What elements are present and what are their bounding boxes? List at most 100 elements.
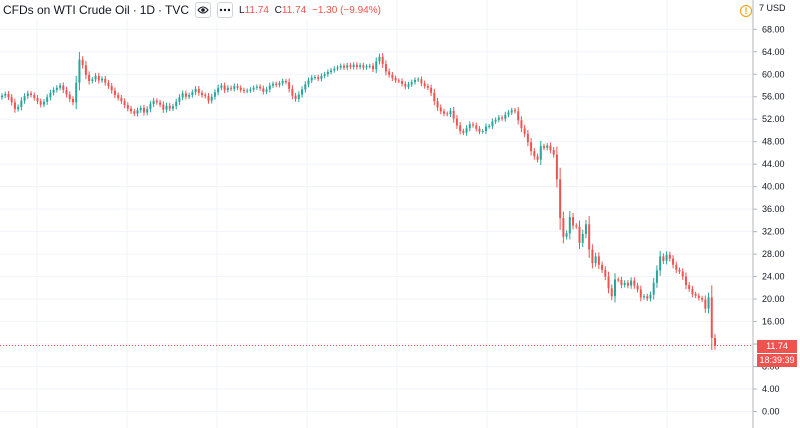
candle-body (594, 256, 597, 264)
candle-body (10, 97, 13, 103)
candle-body (352, 64, 355, 67)
symbol-name[interactable]: CFDs on WTI Crude Oil (3, 3, 130, 17)
candle-body (384, 64, 387, 72)
candle-body (530, 142, 533, 152)
candle-body (517, 111, 520, 121)
candle-body (326, 72, 329, 75)
candle-body (249, 89, 252, 91)
candle-body (433, 92, 436, 102)
hide-indicator-button[interactable] (195, 2, 212, 18)
candle-body (552, 150, 555, 155)
candle-body (546, 145, 549, 148)
candle-body (297, 94, 300, 99)
candle-body (281, 81, 284, 84)
candle-body (49, 92, 52, 98)
candle-body (126, 105, 129, 109)
candle-body (691, 288, 694, 295)
candle-body (223, 85, 226, 91)
candle-body (39, 101, 42, 105)
candle-body (436, 101, 439, 108)
candle-body (417, 79, 420, 81)
candle-body (259, 86, 262, 89)
candle-body (397, 80, 400, 82)
eye-icon (197, 6, 209, 14)
ohlc-values: L11.74 C11.74 −1.30 (−9.94%) (239, 5, 381, 16)
candle-body (336, 67, 339, 69)
candle-body (252, 87, 255, 90)
candle-body (113, 90, 116, 96)
candle-body (91, 79, 94, 82)
candle-body (97, 75, 100, 81)
candle-body (643, 296, 646, 298)
candle-body (359, 65, 362, 67)
candle-body (646, 296, 649, 299)
candle-body (668, 254, 671, 259)
candle-body (381, 56, 384, 65)
candle-body (239, 87, 242, 91)
candle-body (349, 65, 352, 67)
candle-body (536, 156, 539, 160)
candle-body (30, 93, 33, 96)
candle-body (246, 90, 249, 92)
candle-body (207, 96, 210, 101)
candle-body (317, 77, 320, 79)
candle-body (401, 81, 404, 84)
y-tick-label: 44.00 (762, 159, 785, 169)
candle-body (559, 179, 562, 219)
candle-body (59, 85, 62, 88)
candle-body (136, 110, 139, 114)
candle-body (220, 85, 223, 88)
candle-body (404, 83, 407, 87)
candle-body (130, 108, 133, 112)
candle-body (288, 82, 291, 89)
candle-body (210, 96, 213, 101)
candle-body (104, 78, 107, 83)
y-tick-label: 32.00 (762, 227, 785, 237)
interval-label[interactable]: 1D (139, 3, 156, 17)
candle-body (420, 79, 423, 84)
candle-body (175, 101, 178, 107)
candle-body (623, 282, 626, 286)
candle-body (278, 83, 281, 85)
candle-body (110, 86, 113, 91)
candle-body (123, 101, 126, 106)
ohlc-value-change: −1.30 (−9.94%) (311, 4, 381, 16)
candle-body (149, 104, 152, 110)
candle-body (268, 85, 271, 90)
candle-body (142, 107, 145, 113)
candle-body (181, 93, 184, 98)
candle-body (391, 74, 394, 79)
more-options-button[interactable] (217, 2, 234, 18)
candle-body (684, 276, 687, 286)
candle-body (94, 75, 97, 80)
candle-body (491, 121, 494, 126)
candle-body (333, 68, 336, 71)
candle-body (459, 125, 462, 132)
candle-body (275, 83, 278, 85)
warning-icon[interactable]: ! (740, 5, 752, 17)
last-price-tag: 11.74 (757, 340, 797, 353)
candle-body (191, 92, 194, 96)
candle-body (178, 97, 181, 102)
candle-body (71, 98, 74, 103)
candle-body (413, 79, 416, 83)
candle-body (52, 90, 55, 93)
candle-body (565, 233, 568, 237)
candle-body (481, 131, 484, 133)
candle-body (265, 89, 268, 92)
currency-label[interactable]: 7 USD (759, 3, 786, 13)
candle-body (626, 282, 629, 286)
candle-body (617, 279, 620, 281)
candle-body (4, 93, 7, 96)
candle-body (655, 270, 658, 283)
candle-body (620, 279, 623, 286)
candle-body (578, 226, 581, 243)
candle-body (36, 97, 39, 102)
candle-body (430, 87, 433, 93)
candle-body (46, 97, 49, 102)
candle-body (146, 109, 149, 113)
y-tick-label: 28.00 (762, 249, 785, 259)
candle-body (194, 88, 197, 93)
chart-legend: CFDs on WTI Crude Oil · 1D · TVC L11.74 … (0, 0, 385, 20)
